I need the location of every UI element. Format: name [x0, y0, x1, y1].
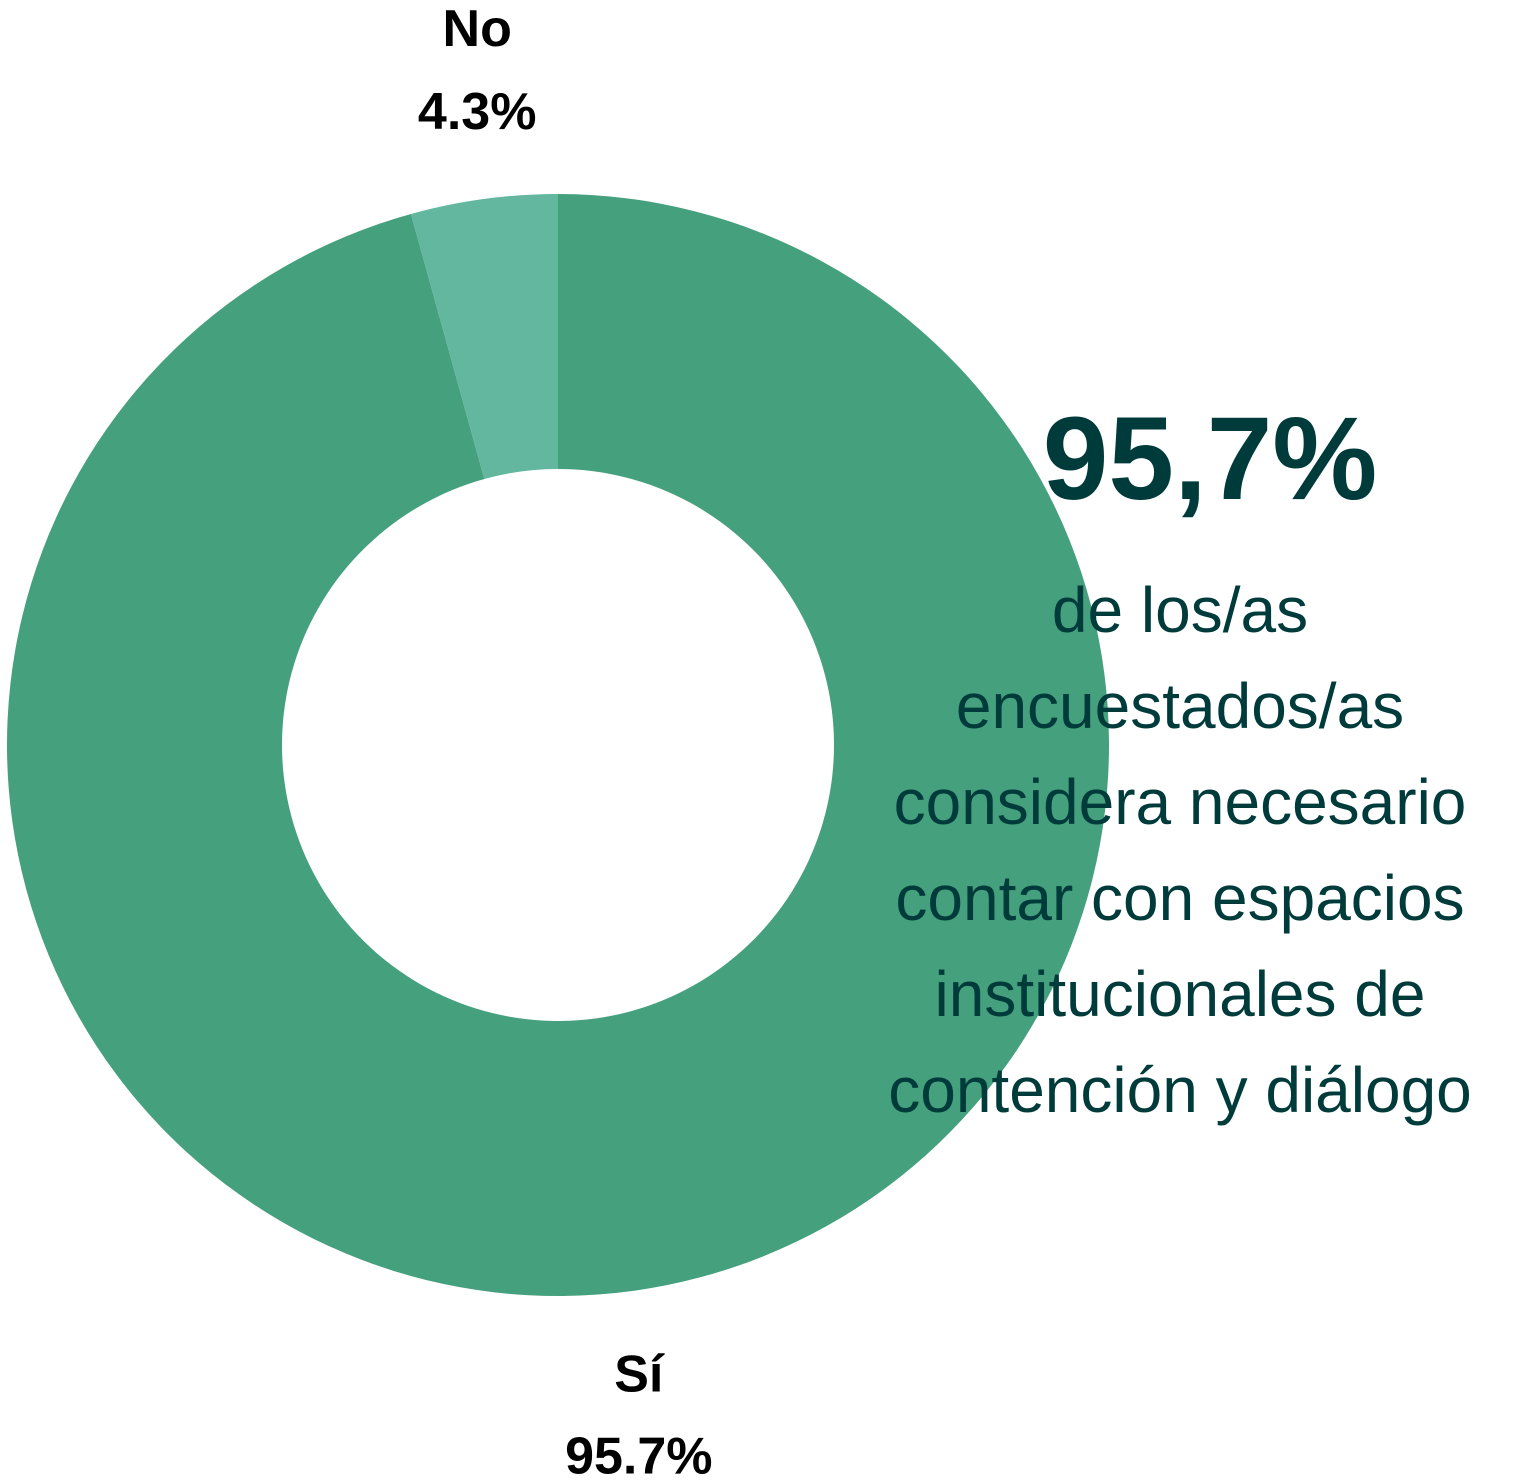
- annotation-line: considera necesario: [894, 766, 1467, 838]
- annotation-line: contención y diálogo: [888, 1054, 1472, 1126]
- slice-value-label: 4.3%: [418, 83, 537, 141]
- slice-value-label: 95.7%: [565, 1427, 712, 1483]
- annotation-line: institucionales de: [935, 958, 1426, 1030]
- slice-label: Sí: [614, 1345, 665, 1403]
- headline: 95,7%: [1043, 393, 1378, 525]
- donut-slice: [7, 194, 1110, 1296]
- annotation-line: encuestados/as: [956, 670, 1404, 742]
- annotation-line: de los/as: [1052, 574, 1308, 646]
- slice-label: No: [443, 0, 512, 58]
- annotation-line: contar con espacios: [895, 862, 1464, 934]
- donut-slice: [410, 194, 558, 480]
